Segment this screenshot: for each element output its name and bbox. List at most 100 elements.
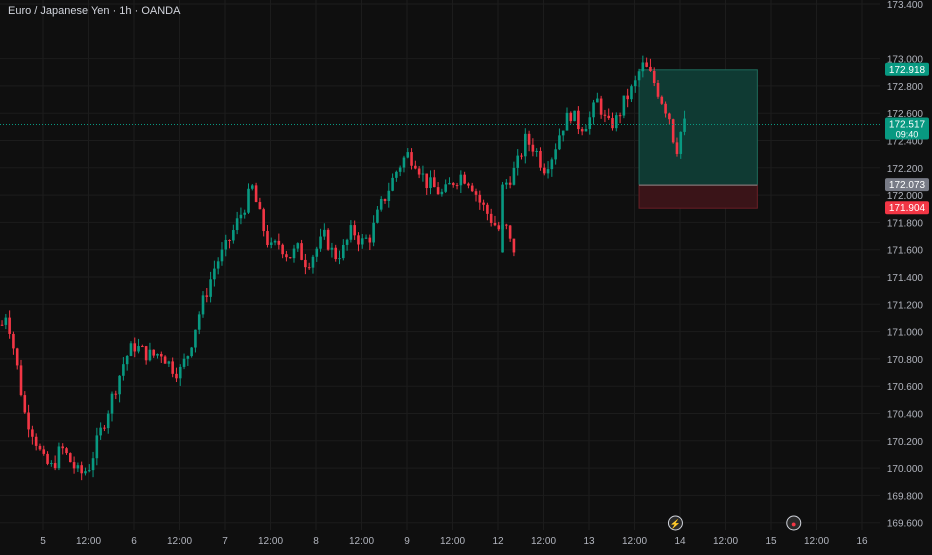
time-tick-label: 14 bbox=[674, 536, 686, 547]
candle-body bbox=[110, 393, 114, 414]
candle-body bbox=[505, 182, 508, 185]
candle-body bbox=[338, 258, 341, 260]
candle-body bbox=[315, 248, 319, 257]
candle-body bbox=[12, 333, 15, 349]
candle-body bbox=[353, 225, 356, 236]
candle-body bbox=[292, 248, 296, 259]
candle-body bbox=[4, 317, 8, 325]
candle-body bbox=[80, 465, 83, 474]
candle-body bbox=[542, 167, 546, 174]
time-tick-label: 7 bbox=[222, 536, 228, 547]
price-tick-label: 173.000 bbox=[887, 55, 924, 66]
candle-body bbox=[269, 242, 273, 245]
candle-body bbox=[326, 229, 330, 250]
candle-body bbox=[171, 361, 174, 374]
candle-body bbox=[186, 356, 190, 359]
candle-body bbox=[232, 230, 235, 241]
candle-body bbox=[307, 267, 311, 269]
candle-body bbox=[527, 133, 531, 145]
candle-body bbox=[311, 256, 315, 268]
candle-body bbox=[561, 130, 565, 136]
candle-body bbox=[84, 471, 87, 474]
candle-body bbox=[512, 167, 516, 185]
candle-body bbox=[535, 150, 538, 152]
candle-body bbox=[599, 98, 603, 115]
time-tick-label: 15 bbox=[765, 536, 777, 547]
earnings-event-icon-glyph: ● bbox=[791, 519, 796, 529]
candle-body bbox=[91, 458, 95, 471]
candle-body bbox=[194, 329, 197, 348]
stop-loss-zone[interactable] bbox=[638, 184, 758, 209]
candle-body bbox=[319, 236, 322, 249]
candle-body bbox=[486, 204, 489, 214]
candle-body bbox=[175, 373, 178, 379]
candle-body bbox=[205, 295, 209, 297]
candle-body bbox=[330, 247, 334, 250]
time-tick-label: 16 bbox=[856, 536, 868, 547]
candle-body bbox=[592, 102, 595, 118]
candle-body bbox=[213, 268, 216, 280]
candle-body bbox=[8, 317, 11, 334]
candle-body bbox=[383, 198, 387, 202]
candle-body bbox=[243, 212, 247, 215]
economic-event-icon[interactable] bbox=[667, 515, 683, 531]
candle-body bbox=[50, 463, 53, 465]
time-tick-label: 5 bbox=[40, 536, 46, 547]
candle-body bbox=[372, 222, 375, 243]
candle-body bbox=[429, 177, 432, 189]
candle-body bbox=[122, 364, 125, 376]
candle-body bbox=[216, 261, 220, 269]
candle-body bbox=[285, 254, 288, 258]
candle-body bbox=[493, 222, 497, 226]
candle-body bbox=[584, 128, 588, 132]
candle-body bbox=[656, 82, 660, 97]
candle-body bbox=[349, 225, 353, 240]
candle-body bbox=[664, 103, 667, 114]
price-tick-label: 170.200 bbox=[887, 437, 924, 448]
candle-body bbox=[478, 194, 482, 203]
candle-body bbox=[182, 358, 186, 367]
candle-body bbox=[323, 229, 326, 237]
candle-body bbox=[554, 149, 557, 160]
candle-body bbox=[615, 115, 618, 129]
price-tick-label: 170.600 bbox=[887, 382, 924, 393]
candle-body bbox=[588, 117, 592, 129]
candle-body bbox=[38, 445, 42, 450]
economic-event-icon-glyph: ⚡ bbox=[670, 518, 681, 530]
candle-body bbox=[395, 171, 398, 178]
symbol-title: Euro / Japanese Yen · 1h · OANDA bbox=[8, 5, 181, 17]
time-tick-label: 12:00 bbox=[531, 536, 556, 547]
candle-body bbox=[342, 244, 345, 259]
candle-body bbox=[53, 463, 57, 469]
candle-body bbox=[0, 324, 4, 326]
candle-body bbox=[345, 239, 349, 245]
price-tick-label: 170.400 bbox=[887, 410, 924, 421]
candle-body bbox=[455, 185, 459, 187]
candle-body bbox=[550, 159, 554, 170]
candle-body bbox=[565, 112, 569, 131]
price-tick-label: 171.200 bbox=[887, 300, 924, 311]
candle-body bbox=[152, 349, 156, 356]
candle-body bbox=[433, 177, 436, 188]
candle-body bbox=[539, 150, 542, 168]
earnings-event-icon[interactable] bbox=[786, 515, 802, 531]
price-axis[interactable] bbox=[880, 0, 932, 550]
candle-body bbox=[357, 235, 360, 245]
candle-body bbox=[482, 202, 485, 205]
candle-body bbox=[603, 114, 607, 116]
candle-body bbox=[118, 375, 121, 395]
candle-body bbox=[103, 427, 106, 429]
candle-body bbox=[414, 165, 417, 169]
price-tick-label: 172.600 bbox=[887, 109, 924, 120]
time-tick-label: 12:00 bbox=[804, 536, 829, 547]
candle-body bbox=[141, 346, 144, 348]
price-tick-label: 172.400 bbox=[887, 137, 924, 148]
candle-body bbox=[618, 115, 622, 117]
candle-body bbox=[46, 453, 49, 464]
candle-body bbox=[190, 347, 193, 357]
time-tick-label: 12:00 bbox=[258, 536, 283, 547]
candle-body bbox=[410, 152, 413, 166]
candle-body bbox=[334, 247, 338, 260]
